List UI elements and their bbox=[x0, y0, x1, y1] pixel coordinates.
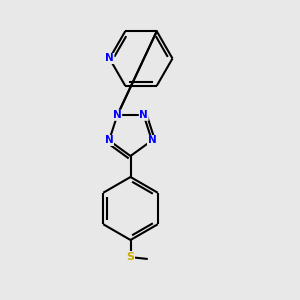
Text: S: S bbox=[127, 251, 134, 262]
Text: N: N bbox=[113, 110, 122, 120]
Text: N: N bbox=[148, 136, 156, 146]
Text: N: N bbox=[105, 136, 113, 146]
Text: N: N bbox=[140, 110, 148, 120]
Text: N: N bbox=[105, 53, 114, 64]
